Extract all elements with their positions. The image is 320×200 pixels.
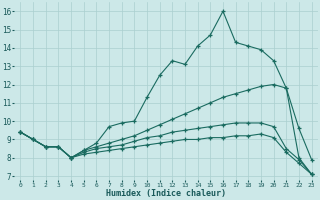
X-axis label: Humidex (Indice chaleur): Humidex (Indice chaleur) <box>106 189 226 198</box>
